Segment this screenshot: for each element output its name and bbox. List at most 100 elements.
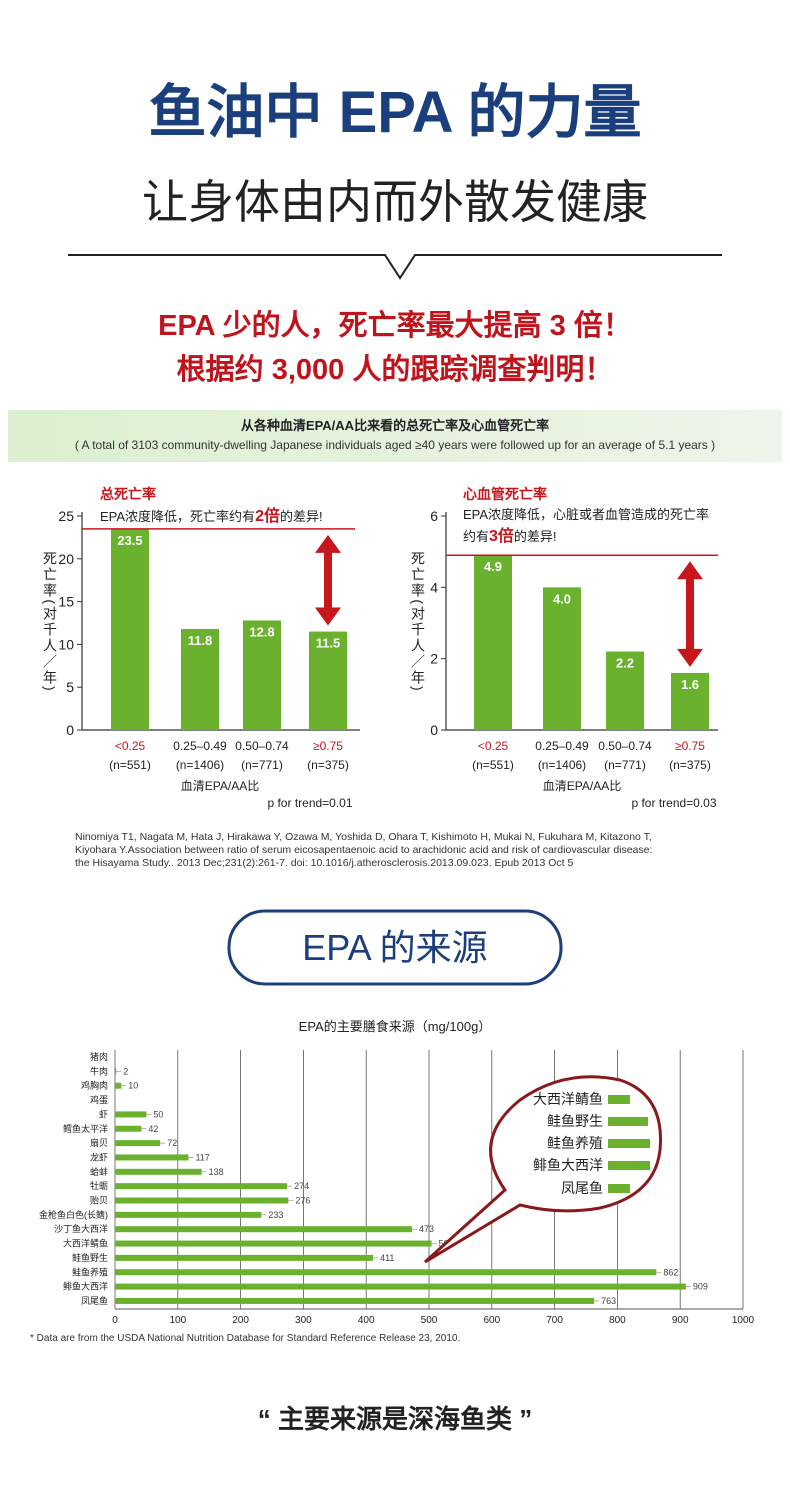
y-tick-label: 鲑鱼养殖	[72, 1266, 108, 1277]
bar	[115, 1111, 147, 1118]
study-subtitle: ( A total of 3103 community-dwelling Jap…	[75, 438, 715, 452]
y-tick-label: 20	[58, 551, 74, 567]
x-tick-label: 400	[358, 1315, 375, 1326]
annotation: EPA浓度降低，死亡率约有2倍的差异!	[100, 506, 323, 525]
value-label: 1.6	[681, 677, 699, 692]
y-tick-label: 蛤蚌	[90, 1166, 108, 1177]
chart-title: EPA的主要膳食来源（mg/100g）	[299, 1019, 492, 1034]
callout-bar	[608, 1161, 650, 1170]
claim: 根据约 3,000 人的跟踪调查判明！	[177, 352, 614, 386]
y-axis-label: 死亡率(对千人／年)	[42, 551, 58, 692]
divider	[68, 254, 722, 280]
y-tick-label: 鳕鱼太平洋	[63, 1123, 108, 1134]
x-axis-label: 血清EPA/AA比	[181, 779, 259, 793]
value-label: 411	[380, 1253, 394, 1263]
x-tick-sublabel: (n=771)	[241, 758, 283, 772]
value-label: 23.5	[117, 533, 142, 548]
bar	[243, 620, 281, 730]
citation: Kiyohara Y.Association between ratio of …	[75, 844, 652, 856]
annotation-part: EPA浓度降低，心脏或者血管造成的死亡率	[463, 507, 709, 522]
bar	[115, 1154, 189, 1161]
chart-title: 总死亡率	[100, 486, 156, 502]
x-tick-label: 0.25–0.49	[535, 739, 589, 753]
bar	[671, 672, 709, 730]
y-tick-label: 鸡蛋	[90, 1094, 108, 1105]
study-title: 从各种血清EPA/AA比来看的总死亡率及心血管死亡率	[241, 418, 549, 433]
y-tick-label: 6	[430, 508, 438, 524]
bar	[115, 1240, 432, 1247]
note: p for trend=0.01	[267, 796, 352, 810]
x-tick-sublabel: (n=1406)	[176, 758, 224, 772]
x-tick-sublabel: (n=551)	[472, 758, 514, 772]
x-tick-label: 0.50–0.74	[598, 739, 652, 753]
y-tick-label: 鲑鱼野生	[72, 1252, 108, 1263]
annotation-part: EPA浓度降低，死亡率约有	[100, 509, 255, 524]
x-tick-label: 0.25–0.49	[173, 739, 227, 753]
y-tick-label: 4	[430, 579, 438, 595]
x-tick-label: 1000	[732, 1315, 755, 1326]
callout-label: 鲱鱼大西洋	[533, 1157, 603, 1173]
value-label: 4.9	[484, 559, 502, 574]
value-label: 763	[601, 1296, 616, 1306]
value-label: 862	[663, 1267, 678, 1277]
y-tick-label: 鲱鱼大西洋	[63, 1281, 108, 1292]
bar	[115, 1125, 142, 1132]
bar	[115, 1283, 686, 1290]
value-label: 276	[295, 1196, 310, 1206]
x-tick-label: 200	[232, 1315, 249, 1326]
callout-bubble	[423, 1075, 662, 1264]
y-tick-label: 龙虾	[90, 1151, 108, 1162]
y-tick-label: 0	[430, 722, 438, 738]
x-tick-label: 300	[295, 1315, 312, 1326]
bar	[115, 1197, 289, 1204]
bar	[115, 1297, 595, 1304]
bar	[115, 1211, 262, 1218]
bar	[115, 1168, 202, 1175]
x-tick-label: 100	[169, 1315, 186, 1326]
value-label: 50	[153, 1109, 163, 1119]
callout-label: 凤尾鱼	[561, 1180, 603, 1196]
x-tick-label: 500	[421, 1315, 438, 1326]
x-tick-label: 900	[672, 1315, 689, 1326]
citation: Ninomiya T1, Nagata M, Hata J, Hirakawa …	[75, 831, 652, 843]
value-label: 11.5	[316, 636, 341, 651]
callout-bar	[608, 1184, 630, 1193]
note: p for trend=0.03	[631, 796, 716, 810]
difference-arrow	[677, 561, 703, 667]
bar	[111, 528, 149, 730]
bar	[543, 587, 581, 730]
annotation-part: 3倍	[489, 526, 514, 545]
value-label: 4.0	[553, 591, 571, 606]
x-tick-sublabel: (n=375)	[307, 758, 349, 772]
quote: “ 主要来源是深海鱼类 ”	[258, 1404, 532, 1434]
value-label: 473	[419, 1224, 434, 1234]
section-pill	[227, 909, 563, 986]
y-tick-label: 凤尾鱼	[81, 1295, 108, 1306]
y-tick-label: 25	[58, 508, 74, 524]
value-label: 2.2	[616, 656, 634, 671]
section-title: EPA 的来源	[302, 927, 487, 968]
callout-label: 鲑鱼野生	[547, 1113, 603, 1129]
annotation-part: 的差异!	[280, 509, 323, 524]
y-tick-label: 沙丁鱼大西洋	[54, 1223, 108, 1234]
y-tick-label: 10	[58, 636, 74, 652]
x-tick-label: <0.25	[478, 739, 509, 753]
y-tick-label: 金枪鱼白色(长鳍)	[39, 1209, 108, 1220]
callout-label: 大西洋鲭鱼	[533, 1091, 603, 1107]
x-tick-sublabel: (n=1406)	[538, 758, 586, 772]
bar	[309, 631, 347, 730]
value-label: 909	[693, 1282, 708, 1292]
x-tick-label: ≥0.75	[675, 739, 705, 753]
value-label: 138	[209, 1167, 224, 1177]
value-label: 72	[167, 1138, 177, 1148]
x-tick-label: 600	[483, 1315, 500, 1326]
bar	[181, 628, 219, 730]
study-band	[8, 410, 782, 462]
annotation: 约有3倍的差异!	[463, 526, 557, 545]
y-tick-label: 牡蛎	[90, 1180, 108, 1191]
callout-bar	[608, 1095, 630, 1104]
citation: the Hisayama Study.. 2013 Dec;231(2):261…	[75, 857, 573, 869]
value-label: 233	[268, 1210, 283, 1220]
value-label: 2	[123, 1066, 128, 1076]
